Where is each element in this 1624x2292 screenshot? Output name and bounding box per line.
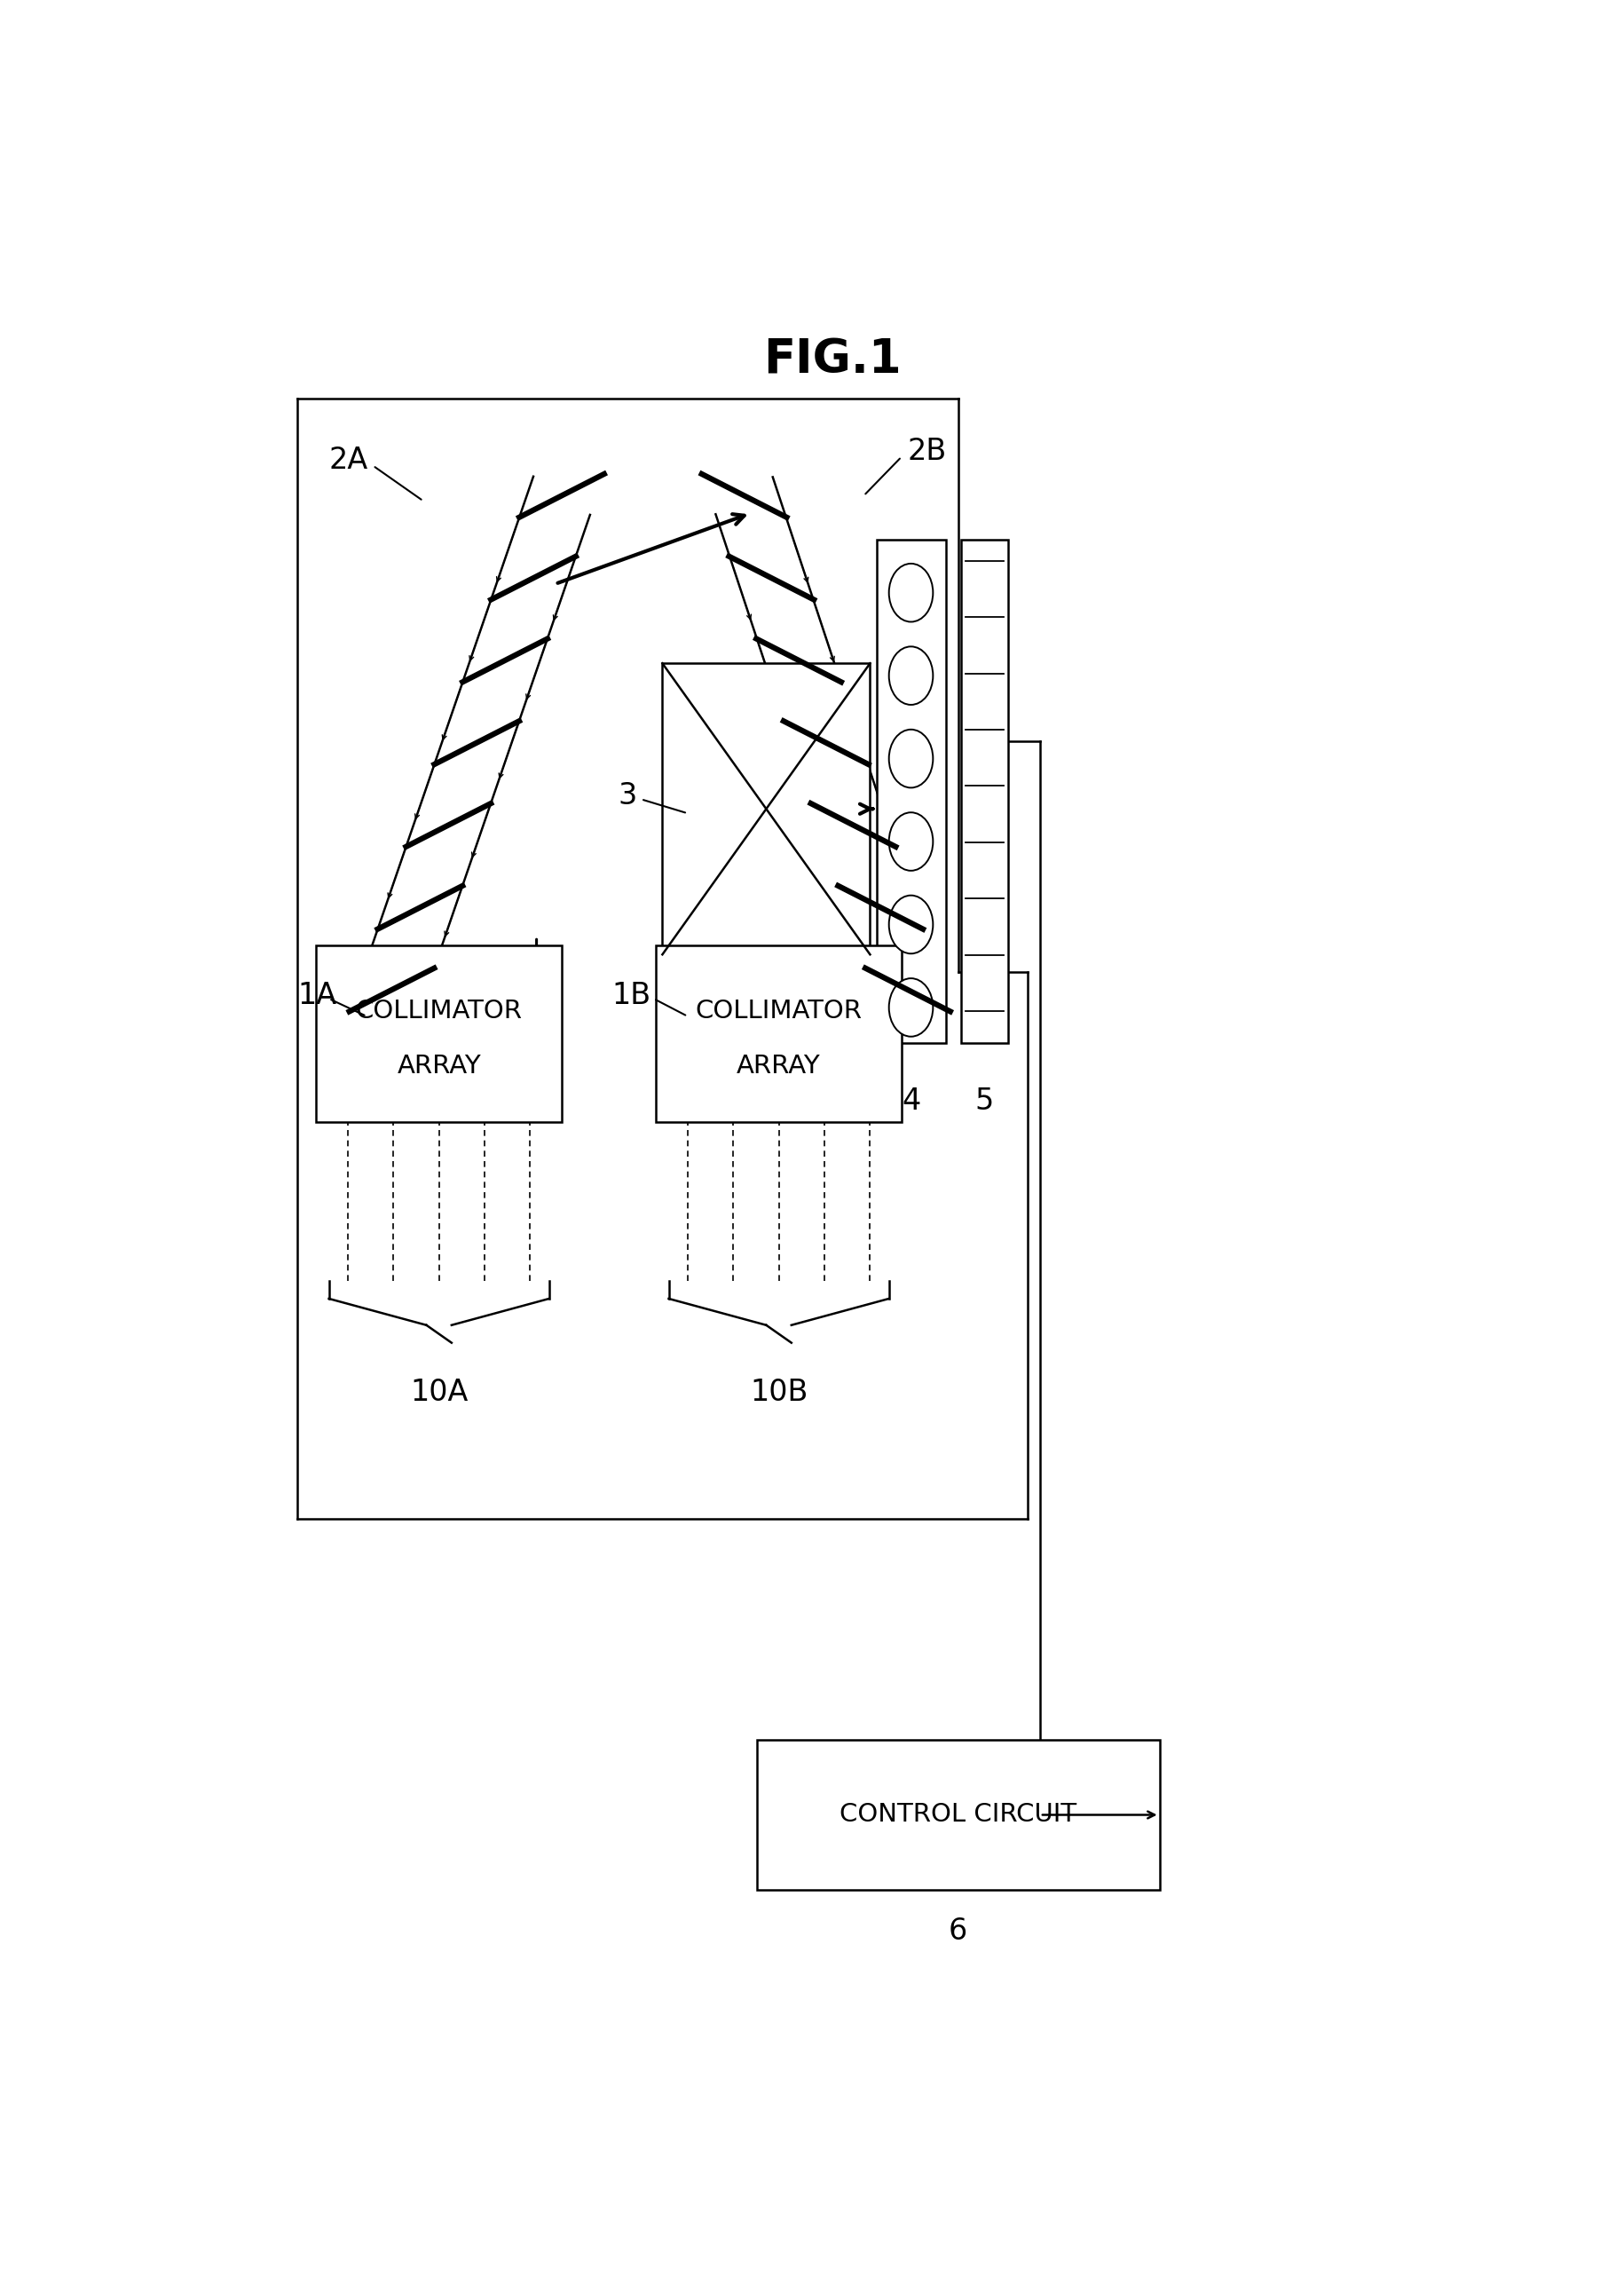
Text: 4: 4	[901, 1086, 921, 1116]
Bar	[317, 947, 562, 1123]
Text: 5: 5	[974, 1086, 994, 1116]
Text: ARRAY: ARRAY	[396, 1054, 481, 1077]
Ellipse shape	[888, 646, 932, 704]
Text: 6: 6	[948, 1916, 968, 1946]
Ellipse shape	[888, 979, 932, 1036]
Ellipse shape	[888, 896, 932, 953]
Bar	[663, 662, 870, 953]
Text: 1B: 1B	[612, 981, 651, 1011]
Bar	[961, 541, 1009, 1043]
Text: 1A: 1A	[297, 981, 336, 1011]
Text: 10A: 10A	[409, 1377, 468, 1407]
Bar	[656, 947, 901, 1123]
Text: 3: 3	[619, 782, 637, 811]
Bar	[757, 1740, 1160, 1891]
Ellipse shape	[888, 811, 932, 871]
Text: COLLIMATOR: COLLIMATOR	[356, 999, 523, 1025]
Text: FIG.1: FIG.1	[763, 337, 901, 383]
Text: 10B: 10B	[750, 1377, 807, 1407]
Text: 2B: 2B	[908, 438, 947, 465]
Bar	[877, 541, 945, 1043]
Text: 2A: 2A	[328, 445, 369, 474]
Text: CONTROL CIRCUIT: CONTROL CIRCUIT	[840, 1802, 1077, 1827]
Text: COLLIMATOR: COLLIMATOR	[695, 999, 862, 1025]
Ellipse shape	[888, 564, 932, 621]
Ellipse shape	[888, 729, 932, 788]
Text: ARRAY: ARRAY	[737, 1054, 820, 1077]
